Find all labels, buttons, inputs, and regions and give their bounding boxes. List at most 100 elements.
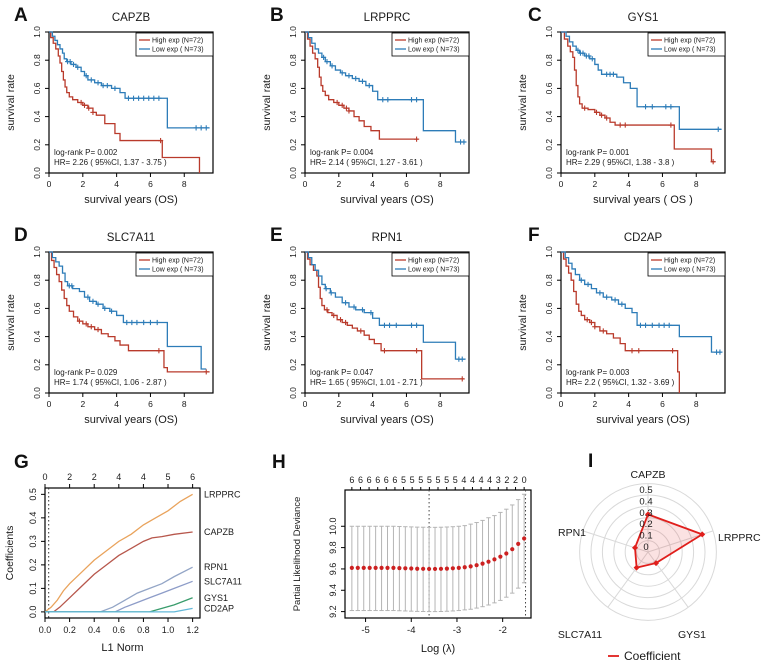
- svg-text:CD2AP: CD2AP: [204, 603, 234, 613]
- svg-text:0.5: 0.5: [28, 488, 38, 501]
- svg-text:log-rank P= 0.003: log-rank P= 0.003: [566, 368, 630, 377]
- svg-text:6: 6: [349, 475, 354, 485]
- svg-text:GYS1: GYS1: [628, 12, 659, 24]
- svg-text:0.0: 0.0: [288, 167, 298, 179]
- svg-text:Low exp ( N=73): Low exp ( N=73): [664, 267, 716, 274]
- panel-e: E RPN1 0 2 4 6 8 0.0 0.2 0.4 0.6 0.8 1.0 survival ra…: [256, 220, 512, 440]
- svg-text:4: 4: [114, 179, 119, 189]
- svg-text:survival rate: survival rate: [261, 294, 273, 351]
- svg-text:0.6: 0.6: [288, 82, 298, 94]
- panel-c: C GYS1 0 2 4 6 8 0.0 0.2 0.4 0.6 0.8 1.0 survival ra…: [512, 0, 770, 220]
- svg-text:LRPPRC: LRPPRC: [718, 532, 761, 544]
- svg-text:6: 6: [392, 475, 397, 485]
- svg-text:High exp (N=72): High exp (N=72): [664, 38, 715, 45]
- svg-text:0.3: 0.3: [28, 535, 38, 548]
- km-plot-capzb: CAPZB 0 2 4 6 8 0.0 0.2 0.4 0.6 0.8 1.0 survival rat…: [5, 12, 214, 206]
- svg-text:High exp (N=72): High exp (N=72): [664, 258, 715, 265]
- panel-g: G 0.0 0.2 0.4 0.6 0.8 1.0 1.2 0 2 2 4 4 5 6 0.0 0.1 0.2 0…: [0, 440, 266, 668]
- km-plot-cd2ap: CD2AP 0 2 4 6 8 0.0 0.2 0.4 0.6 0.8 1.0 survival rat…: [517, 232, 726, 426]
- svg-text:0.5: 0.5: [639, 485, 652, 496]
- svg-text:8: 8: [438, 179, 443, 189]
- svg-text:0.2: 0.2: [32, 139, 42, 151]
- panel-letter-c: C: [528, 5, 542, 26]
- svg-text:1.0: 1.0: [32, 26, 42, 38]
- svg-text:0: 0: [47, 179, 52, 189]
- svg-text:0.0: 0.0: [39, 625, 52, 635]
- svg-text:0.2: 0.2: [544, 359, 554, 371]
- svg-text:6: 6: [190, 472, 195, 482]
- svg-text:survival years (OS): survival years (OS): [340, 414, 434, 426]
- svg-text:8: 8: [182, 179, 187, 189]
- svg-text:0.8: 0.8: [544, 274, 554, 286]
- svg-text:0.6: 0.6: [288, 302, 298, 314]
- svg-text:4: 4: [370, 179, 375, 189]
- svg-text:0.4: 0.4: [639, 496, 652, 507]
- svg-text:Log (λ): Log (λ): [421, 643, 455, 655]
- svg-text:2: 2: [80, 179, 85, 189]
- svg-text:10.0: 10.0: [328, 518, 338, 536]
- svg-text:0.2: 0.2: [32, 359, 42, 371]
- panel-letter-b: B: [270, 5, 284, 26]
- svg-text:High exp (N=72): High exp (N=72): [408, 38, 459, 45]
- km-plot-slc7a11: SLC7A11 0 2 4 6 8 0.0 0.2 0.4 0.6 0.8 1.0 survival r…: [5, 232, 214, 426]
- svg-text:1.0: 1.0: [544, 246, 554, 258]
- svg-text:log-rank P= 0.002: log-rank P= 0.002: [54, 148, 118, 157]
- svg-text:RPN1: RPN1: [204, 562, 228, 572]
- svg-text:2: 2: [592, 179, 597, 189]
- svg-text:CAPZB: CAPZB: [204, 527, 234, 537]
- svg-text:1.0: 1.0: [32, 246, 42, 258]
- svg-text:5: 5: [401, 475, 406, 485]
- svg-text:HR= 1.74 ( 95%CI, 1.06 - 2.87: HR= 1.74 ( 95%CI, 1.06 - 2.87 ): [54, 378, 167, 387]
- svg-text:0.4: 0.4: [544, 330, 554, 342]
- svg-text:survival years (OS): survival years (OS): [84, 194, 178, 206]
- svg-text:HR= 2.26 ( 95%CI, 1.37 - 3.75: HR= 2.26 ( 95%CI, 1.37 - 3.75 ): [54, 158, 167, 167]
- svg-text:4: 4: [487, 475, 492, 485]
- svg-text:5: 5: [166, 472, 171, 482]
- panel-letter-f: F: [528, 225, 540, 246]
- svg-text:RPN1: RPN1: [372, 232, 403, 244]
- svg-text:-2: -2: [498, 625, 506, 636]
- svg-text:6: 6: [367, 475, 372, 485]
- svg-text:2: 2: [92, 472, 97, 482]
- svg-text:0: 0: [559, 399, 564, 409]
- svg-text:Coefficient: Coefficient: [624, 649, 681, 663]
- svg-text:High exp (N=72): High exp (N=72): [408, 258, 459, 265]
- svg-text:6: 6: [404, 399, 409, 409]
- svg-text:4: 4: [141, 472, 146, 482]
- svg-text:0.4: 0.4: [544, 110, 554, 122]
- svg-text:LRPPRC: LRPPRC: [364, 12, 411, 24]
- svg-text:0.8: 0.8: [288, 274, 298, 286]
- svg-text:0.6: 0.6: [32, 82, 42, 94]
- coefficient-radar-chart: 0.50.40.30.20.10 CAPZB LRPPRC GYS1 SLC7A11 RP…: [558, 469, 761, 663]
- svg-text:log-rank P= 0.004: log-rank P= 0.004: [310, 148, 374, 157]
- svg-text:HR= 2.29 ( 95%CI, 1.38 - 3.8 ): HR= 2.29 ( 95%CI, 1.38 - 3.8 ): [566, 158, 675, 167]
- svg-text:6: 6: [660, 179, 665, 189]
- svg-text:0.2: 0.2: [639, 519, 652, 530]
- panel-letter-d: D: [14, 225, 28, 246]
- svg-text:0.6: 0.6: [113, 625, 126, 635]
- svg-text:Low exp ( N=73): Low exp ( N=73): [408, 47, 460, 54]
- svg-text:survival rate: survival rate: [261, 74, 273, 131]
- svg-text:-5: -5: [361, 625, 369, 636]
- svg-text:8: 8: [438, 399, 443, 409]
- svg-text:0: 0: [303, 179, 308, 189]
- svg-text:HR= 2.14 ( 95%CI, 1.27 - 3.61: HR= 2.14 ( 95%CI, 1.27 - 3.61 ): [310, 158, 423, 167]
- svg-text:2: 2: [336, 399, 341, 409]
- svg-text:0.0: 0.0: [544, 387, 554, 399]
- svg-text:9.4: 9.4: [328, 584, 338, 597]
- svg-text:HR= 1.65 ( 95%CI, 1.01 - 2.71: HR= 1.65 ( 95%CI, 1.01 - 2.71 ): [310, 378, 423, 387]
- svg-text:L1 Norm: L1 Norm: [101, 642, 143, 654]
- svg-text:survival years (OS): survival years (OS): [340, 194, 434, 206]
- svg-text:0.6: 0.6: [32, 302, 42, 314]
- svg-text:0.8: 0.8: [32, 274, 42, 286]
- svg-text:0.3: 0.3: [639, 508, 652, 519]
- panel-b: B LRPPRC 0 2 4 6 8 0.0 0.2 0.4 0.6 0.8 1.0 survival …: [256, 0, 512, 220]
- svg-text:8: 8: [694, 179, 699, 189]
- svg-text:survival years (OS): survival years (OS): [596, 414, 690, 426]
- svg-text:1.0: 1.0: [288, 26, 298, 38]
- svg-text:4: 4: [626, 399, 631, 409]
- svg-text:4: 4: [479, 475, 484, 485]
- panel-h: H -5 -4 -3 -2 9.2 9.4 9.6 9.8 10.0 6 6 6 6 6 6 5 5 5 5 5 5 5 4…: [266, 440, 538, 668]
- svg-text:0: 0: [47, 399, 52, 409]
